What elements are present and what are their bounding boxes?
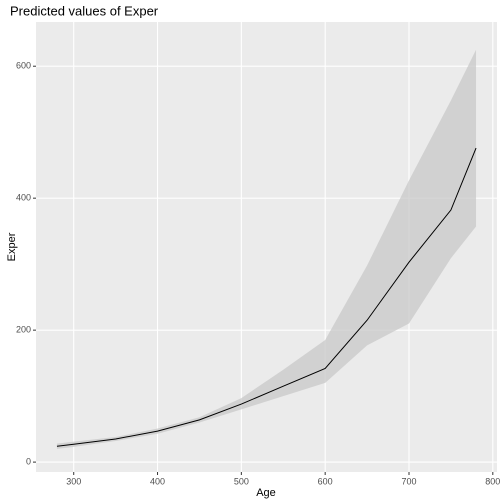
y-tick-label: 400 — [16, 193, 31, 203]
x-tick-label: 600 — [318, 476, 333, 486]
x-tick-label: 300 — [66, 476, 81, 486]
chart-title: Predicted values of Exper — [10, 3, 159, 18]
x-tick-label: 800 — [485, 476, 500, 486]
x-tick-label: 400 — [150, 476, 165, 486]
x-tick-label: 700 — [401, 476, 416, 486]
x-tick-label: 500 — [234, 476, 249, 486]
y-tick-label: 200 — [16, 325, 31, 335]
y-tick-label: 600 — [16, 61, 31, 71]
prediction-line — [56, 147, 477, 447]
x-axis-title: Age — [256, 487, 276, 499]
y-tick-label: 0 — [26, 456, 31, 466]
y-axis-title: Exper — [6, 232, 18, 261]
confidence-band — [56, 49, 477, 449]
